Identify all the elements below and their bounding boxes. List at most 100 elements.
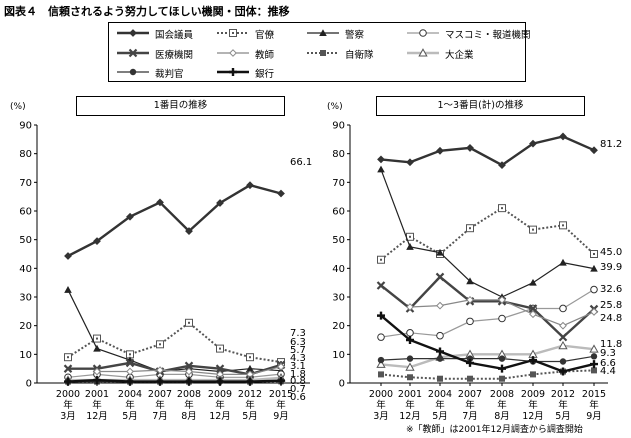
data-point (126, 212, 134, 221)
data-point (93, 237, 101, 246)
y-tick-label: 50 (332, 235, 345, 246)
legend-marker (319, 29, 327, 36)
right-y-unit: (%) (327, 102, 343, 112)
legend-swatch (217, 68, 249, 76)
legend-swatch (217, 49, 249, 57)
legend-marker (320, 50, 326, 56)
data-point (93, 376, 101, 385)
data-point (126, 367, 134, 376)
series-9 (377, 311, 598, 376)
data-point (590, 360, 598, 369)
data-point (530, 371, 536, 378)
data-point (498, 204, 506, 213)
series-3 (377, 285, 598, 341)
data-point (185, 227, 193, 235)
y-tick-label: 90 (19, 121, 32, 132)
end-value-label: 9.3 (600, 348, 616, 359)
series-2 (377, 165, 598, 300)
data-point (92, 364, 102, 373)
legend-marker (418, 48, 428, 57)
data-point (376, 359, 386, 368)
x-tick-label: 8月 (181, 411, 197, 422)
y-tick-label: 90 (332, 121, 345, 132)
y-tick-label: 20 (19, 321, 32, 332)
data-point (528, 349, 538, 358)
x-tick-label: 年 (589, 399, 599, 411)
data-point (376, 281, 386, 290)
end-value-label: 4.4 (600, 366, 616, 377)
x-tick-label: 7月 (462, 411, 478, 422)
y-tick-label: 50 (19, 235, 32, 246)
x-tick-label: 2015 (269, 389, 293, 400)
data-point (216, 377, 224, 386)
data-point (591, 367, 597, 374)
data-point (246, 181, 254, 190)
data-point (559, 258, 567, 266)
data-point (498, 161, 506, 170)
data-point (64, 378, 72, 385)
x-tick-label: 年 (63, 399, 73, 411)
data-point (64, 286, 72, 293)
figure-title: 図表４ 信頼されるよう努力してほしい機関・団体：推移 (4, 5, 290, 18)
x-tick-label: 年 (558, 399, 568, 411)
end-value-label: 1.8 (290, 369, 306, 380)
data-point (498, 314, 506, 323)
end-value-label: 25.8 (600, 300, 622, 311)
series-line (380, 169, 595, 298)
data-point (246, 378, 254, 385)
data-point (185, 367, 193, 376)
x-tick-label: 2000 (56, 389, 80, 400)
data-point (436, 301, 444, 310)
legend-swatch (407, 29, 439, 37)
data-point (126, 356, 134, 364)
data-point (377, 333, 385, 341)
series-5 (93, 362, 285, 379)
legend-label: 大企業 (445, 50, 474, 61)
data-point (156, 377, 164, 386)
data-point (466, 144, 474, 152)
legend-marker (229, 29, 237, 37)
data-point (246, 370, 254, 379)
data-point (406, 303, 414, 311)
data-point (558, 340, 568, 350)
data-point (467, 375, 473, 382)
end-value-label: 6.3 (290, 337, 306, 348)
x-tick-label: 2004 (428, 389, 452, 400)
data-point (466, 277, 474, 285)
data-point (436, 250, 444, 258)
data-point (436, 331, 444, 340)
data-point (93, 378, 101, 385)
data-point (529, 278, 537, 286)
series-line (380, 369, 595, 380)
x-tick-label: 12月 (209, 411, 231, 422)
end-value-label: 39.9 (600, 262, 622, 273)
data-point (94, 378, 100, 385)
data-point (246, 377, 254, 386)
data-point (529, 358, 537, 365)
data-point (64, 377, 72, 386)
data-point (590, 264, 598, 272)
data-point (559, 304, 567, 313)
x-tick-label: 3月 (60, 411, 76, 422)
data-point (155, 375, 165, 384)
x-tick-label: 年 (497, 399, 507, 411)
data-point (466, 355, 474, 362)
data-point (560, 368, 566, 375)
legend-marker (419, 29, 427, 37)
data-point (589, 344, 599, 353)
x-tick-label: 2008 (177, 389, 201, 400)
series-line (67, 373, 282, 378)
data-point (590, 250, 598, 258)
data-point (247, 378, 253, 385)
data-point (497, 297, 507, 306)
data-point (466, 358, 474, 367)
series-line (380, 135, 595, 167)
data-point (93, 344, 101, 352)
x-tick-label: 7月 (152, 411, 168, 422)
x-tick-label: 5月 (555, 411, 571, 422)
data-point (156, 367, 164, 375)
y-tick-label: 70 (332, 178, 345, 189)
data-point (276, 373, 286, 382)
data-point (277, 358, 285, 367)
data-point (156, 366, 164, 375)
